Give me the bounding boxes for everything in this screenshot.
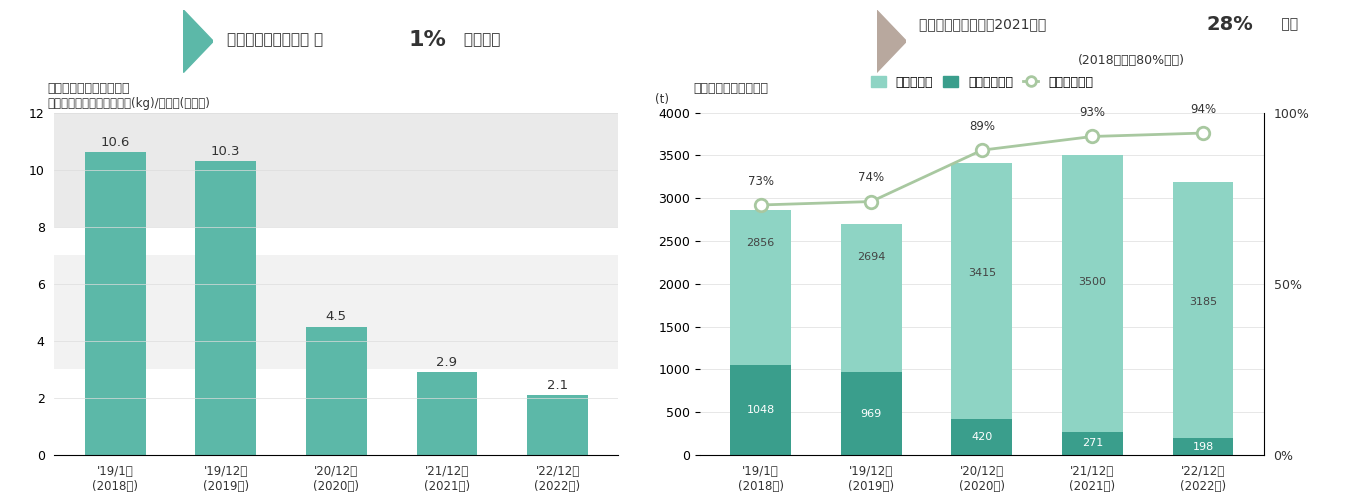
Bar [1173, 182, 1234, 455]
Text: 3185: 3185 [1189, 296, 1218, 306]
Text: 非リサイクル産業廃棄物量(kg)/売上高(百万円): 非リサイクル産業廃棄物量(kg)/売上高(百万円) [48, 98, 211, 110]
Text: 〈産業廃棄物量原単位〉: 〈産業廃棄物量原単位〉 [48, 82, 130, 96]
Text: 94%: 94% [1190, 103, 1216, 116]
Text: 3500: 3500 [1079, 277, 1106, 287]
Text: 89%: 89% [969, 120, 995, 133]
Bar [416, 372, 477, 455]
Bar [841, 224, 902, 455]
Text: 1048: 1048 [746, 405, 775, 415]
Text: 〈産業廃棄物排出量〉: 〈産業廃棄物排出量〉 [693, 82, 768, 96]
Bar [730, 210, 791, 455]
Text: 2694: 2694 [858, 252, 886, 262]
Text: 74%: 74% [859, 172, 885, 184]
Text: 3415: 3415 [968, 268, 996, 278]
Text: 10.6: 10.6 [101, 136, 130, 149]
Legend: リサイクル, 非リサイクル, リサイクル率: リサイクル, 非リサイクル, リサイクル率 [866, 71, 1098, 94]
Text: 969: 969 [860, 408, 882, 418]
Bar [54, 255, 618, 370]
Text: 1%: 1% [409, 30, 447, 50]
Text: 2.9: 2.9 [436, 356, 458, 369]
Text: 198: 198 [1192, 442, 1214, 452]
Text: 2856: 2856 [746, 238, 775, 248]
Text: 28%: 28% [1207, 14, 1253, 34]
Text: 以上削減: 以上削減 [459, 32, 500, 48]
Bar [84, 152, 145, 455]
Bar [1061, 432, 1123, 455]
Bar [1061, 156, 1123, 455]
Bar [527, 395, 588, 455]
Text: 271: 271 [1082, 438, 1104, 448]
Text: (t): (t) [655, 92, 669, 106]
Bar [196, 161, 257, 455]
Bar [54, 112, 618, 226]
Text: 93%: 93% [1079, 106, 1105, 120]
Text: 4.5: 4.5 [326, 310, 347, 323]
Polygon shape [877, 10, 906, 72]
Bar [841, 372, 902, 455]
Bar [1173, 438, 1234, 455]
Text: 第7次中計2022年実績: 第7次中計2022年実績 [731, 35, 832, 48]
Text: 73%: 73% [747, 175, 773, 188]
Text: 産業廃棄物量原単位2021年比: 産業廃棄物量原単位2021年比 [919, 17, 1051, 31]
Bar [951, 162, 1012, 455]
Bar [306, 326, 367, 455]
Text: (2018年度比80%削減): (2018年度比80%削減) [1078, 54, 1185, 66]
Text: 2.1: 2.1 [546, 378, 568, 392]
Bar [730, 366, 791, 455]
Polygon shape [183, 10, 213, 72]
Text: 産業廃棄物量原単位 年: 産業廃棄物量原単位 年 [227, 32, 322, 48]
Text: 420: 420 [972, 432, 992, 442]
Text: 第7次中計2022年目標: 第7次中計2022年目標 [45, 35, 145, 48]
Bar [951, 419, 1012, 455]
Text: 10.3: 10.3 [211, 144, 241, 158]
Text: 削減: 削減 [1277, 17, 1298, 31]
